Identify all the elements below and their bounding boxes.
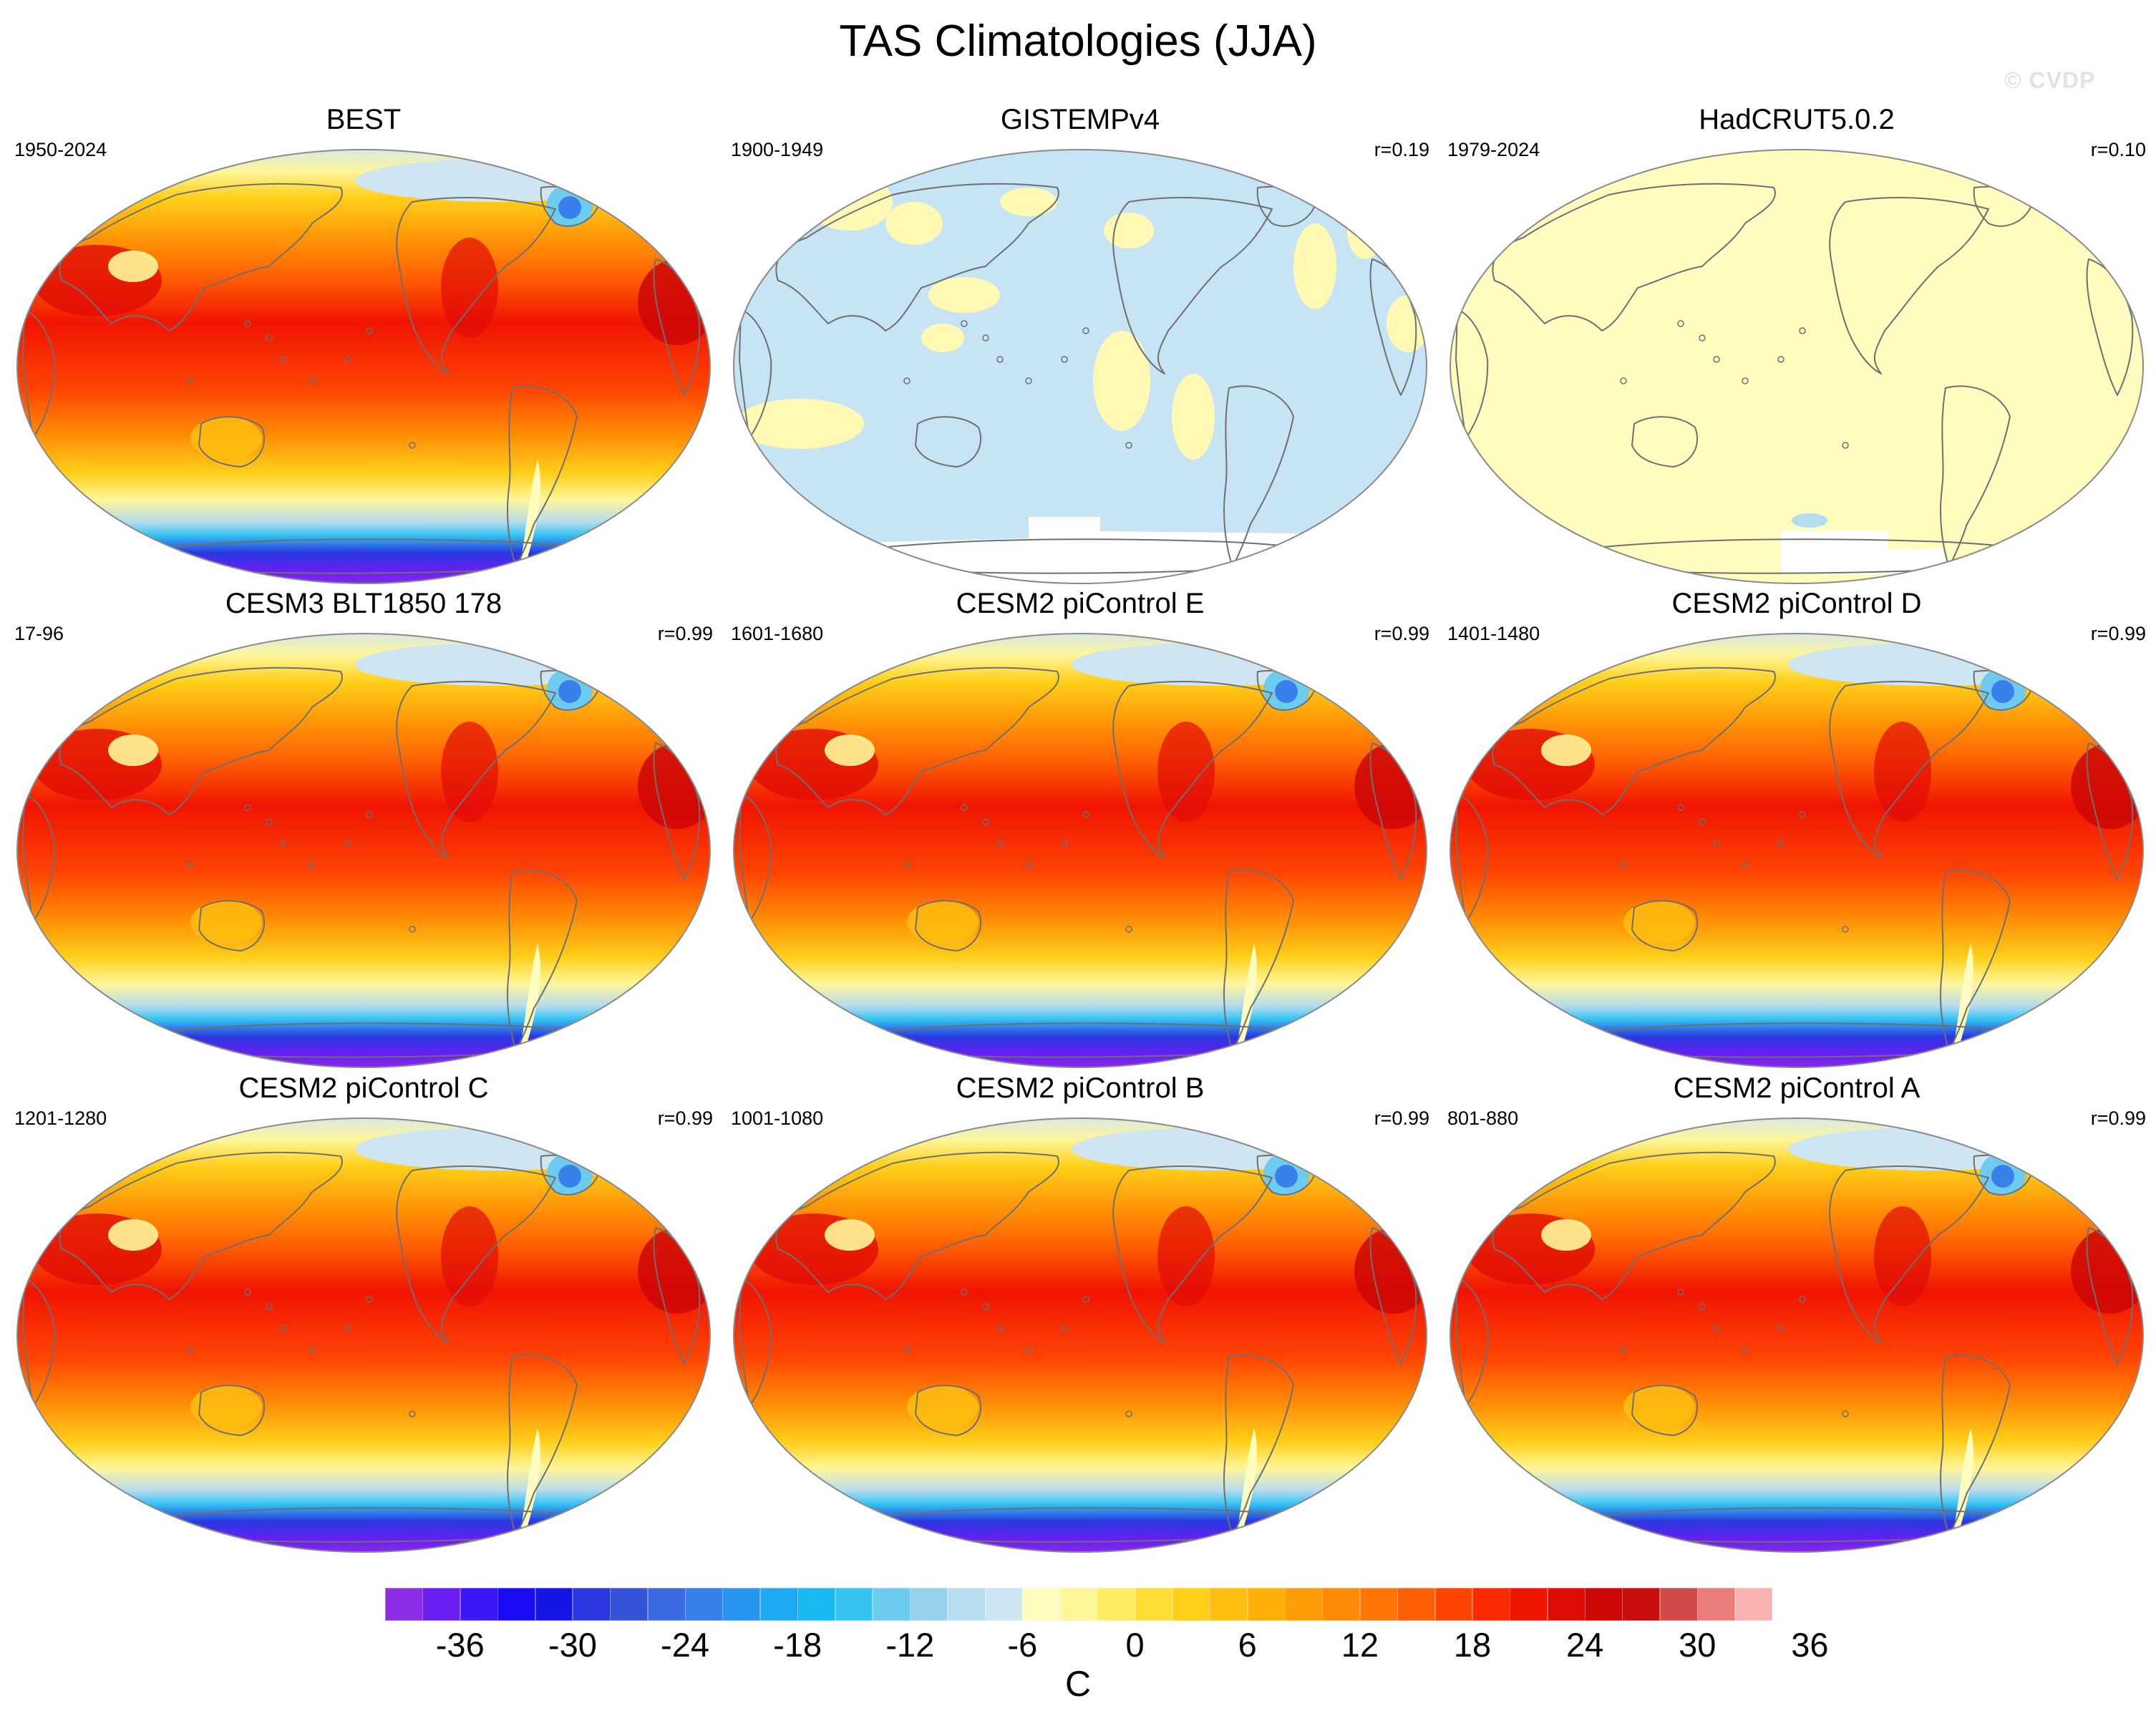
colorbar-tick-label: -12 xyxy=(885,1626,935,1664)
colorbar-swatch xyxy=(1322,1588,1361,1621)
colorbar-swatch xyxy=(1285,1588,1323,1621)
colorbar-swatch xyxy=(1472,1588,1510,1621)
panel-title: CESM2 piControl C xyxy=(238,1072,489,1104)
panel-period: 1001-1080 xyxy=(731,1107,824,1129)
colorbar-units: C xyxy=(1064,1664,1092,1704)
colorbar-tick-label: 30 xyxy=(1679,1626,1716,1664)
colorbar-swatch xyxy=(1022,1588,1061,1621)
colorbar-swatch xyxy=(610,1588,649,1621)
map-panel: CESM2 piControl C 1201-1280 r=0.99 xyxy=(6,1070,722,1557)
colorbar-swatch xyxy=(1172,1588,1210,1621)
global-map xyxy=(733,149,1427,584)
colorbar-swatch xyxy=(835,1588,873,1621)
colorbar-swatch xyxy=(1697,1588,1736,1621)
figure-title: TAS Climatologies (JJA) xyxy=(839,16,1317,66)
colorbar-tick-label: 18 xyxy=(1453,1626,1492,1664)
map-panel: BEST 1950-2024 xyxy=(6,102,722,588)
watermark: © CVDP xyxy=(2004,67,2096,93)
colorbar-tick-label: -18 xyxy=(773,1626,822,1664)
colorbar-swatch xyxy=(572,1588,611,1621)
map-panel: CESM2 piControl A 801-880 r=0.99 xyxy=(1439,1070,2155,1557)
colorbar-swatch xyxy=(947,1588,986,1621)
global-map xyxy=(1450,633,2144,1068)
colorbar-swatch xyxy=(759,1588,798,1621)
panel-title: CESM3 BLT1850 178 xyxy=(225,588,502,619)
colorbar-tick-label: -24 xyxy=(661,1626,709,1664)
colorbar-swatch xyxy=(1059,1588,1098,1621)
colorbar-swatch xyxy=(985,1588,1023,1621)
colorbar-swatch xyxy=(1397,1588,1436,1621)
colorbar-swatch xyxy=(1359,1588,1398,1621)
colorbar-tick-label: 0 xyxy=(1125,1626,1145,1664)
colorbar-tick-label: 36 xyxy=(1791,1626,1829,1664)
colorbar-swatch xyxy=(1622,1588,1661,1621)
panel-correlation: r=0.99 xyxy=(2090,623,2146,644)
panel-correlation: r=0.99 xyxy=(1374,623,1429,644)
colorbar-swatch xyxy=(647,1588,686,1621)
colorbar-swatch xyxy=(872,1588,911,1621)
panel-correlation: r=0.19 xyxy=(1374,139,1429,160)
colorbar-swatch xyxy=(1510,1588,1548,1621)
colorbar-swatch xyxy=(535,1588,573,1621)
panel-correlation: r=0.99 xyxy=(657,623,713,644)
colorbar-swatch xyxy=(385,1588,423,1621)
colorbar-tick-label: -30 xyxy=(548,1626,597,1664)
colorbar-swatch xyxy=(910,1588,948,1621)
panel-period: 1900-1949 xyxy=(731,139,824,160)
global-map xyxy=(733,633,1427,1068)
global-map xyxy=(733,1118,1427,1553)
panel-title: CESM2 piControl B xyxy=(956,1072,1205,1104)
colorbar-swatch xyxy=(722,1588,761,1621)
map-panel: HadCRUT5.0.2 1979-2024 r=0.10 xyxy=(1439,102,2155,588)
panel-period: 1601-1680 xyxy=(731,623,824,644)
colorbar-swatch xyxy=(797,1588,836,1621)
colorbar-tick-label: -6 xyxy=(1007,1626,1038,1664)
panel-period: 17-96 xyxy=(14,623,64,644)
colorbar-tick-label: -36 xyxy=(435,1626,485,1664)
map-panel: CESM2 piControl B 1001-1080 r=0.99 xyxy=(722,1070,1438,1557)
colorbar-swatch xyxy=(1585,1588,1623,1621)
colorbar-swatch xyxy=(1434,1588,1473,1621)
colorbar-swatch xyxy=(422,1588,461,1621)
map-panel: CESM2 piControl D 1401-1480 r=0.99 xyxy=(1439,586,2155,1072)
global-map xyxy=(1450,1118,2144,1553)
panel-title: CESM2 piControl E xyxy=(956,588,1205,619)
colorbar-swatch xyxy=(497,1588,535,1621)
colorbar-swatch xyxy=(460,1588,498,1621)
global-map xyxy=(16,633,711,1068)
panel-correlation: r=0.99 xyxy=(2090,1107,2146,1129)
colorbar-swatch xyxy=(1659,1588,1698,1621)
colorbar-swatch xyxy=(1247,1588,1286,1621)
panel-correlation: r=0.99 xyxy=(657,1107,713,1129)
colorbar-tick-label: 6 xyxy=(1238,1626,1257,1664)
panel-period: 801-880 xyxy=(1447,1107,1519,1129)
panel-title: BEST xyxy=(326,104,402,135)
panel-period: 1201-1280 xyxy=(14,1107,107,1129)
panel-correlation: r=0.10 xyxy=(2090,139,2146,160)
colorbar-swatch xyxy=(685,1588,723,1621)
panel-title: CESM2 piControl A xyxy=(1673,1072,1921,1104)
colorbar-swatch xyxy=(1547,1588,1586,1621)
panel-period: 1950-2024 xyxy=(14,139,107,160)
global-map xyxy=(1450,149,2144,584)
colorbar-tick-label: 12 xyxy=(1341,1626,1379,1664)
map-panel: CESM3 BLT1850 178 17-96 r=0.99 xyxy=(6,586,722,1072)
colorbar-tick-label: 24 xyxy=(1565,1626,1604,1664)
global-map xyxy=(16,149,711,584)
map-panel: CESM2 piControl E 1601-1680 r=0.99 xyxy=(722,586,1438,1072)
colorbar-swatch xyxy=(1135,1588,1173,1621)
colorbar-swatch xyxy=(1734,1588,1773,1621)
colorbar xyxy=(385,1588,1773,1621)
panel-correlation: r=0.99 xyxy=(1374,1107,1429,1129)
panel-period: 1979-2024 xyxy=(1447,139,1540,160)
panel-title: CESM2 piControl D xyxy=(1671,588,1922,619)
map-panel: GISTEMPv4 1900-1949 r=0.19 xyxy=(722,102,1438,588)
panel-period: 1401-1480 xyxy=(1447,623,1540,644)
panel-title: HadCRUT5.0.2 xyxy=(1699,104,1895,135)
colorbar-swatch xyxy=(1210,1588,1248,1621)
colorbar-swatch xyxy=(1097,1588,1136,1621)
panel-title: GISTEMPv4 xyxy=(1000,104,1160,135)
global-map xyxy=(16,1118,711,1553)
